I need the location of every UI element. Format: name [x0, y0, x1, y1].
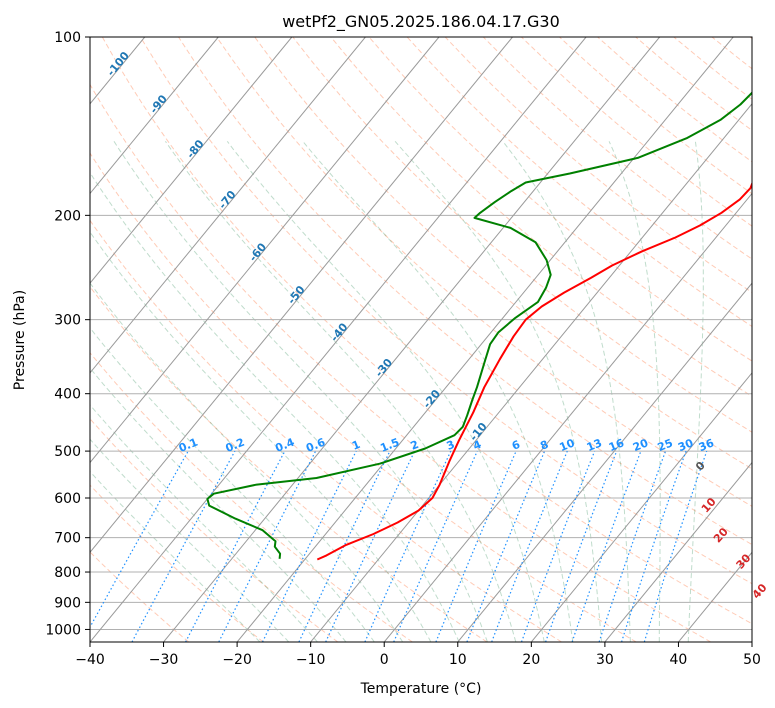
- y-axis-label: Pressure (hPa): [12, 290, 28, 390]
- isotherm-line: [383, 192, 752, 642]
- dry-adiabat: [406, 37, 752, 328]
- isotherm-line: [90, 37, 366, 374]
- mixing-ratio-label: 8: [538, 438, 550, 453]
- mixing-ratio-label: 36: [697, 436, 716, 454]
- isotherm-line: [163, 37, 661, 642]
- x-tick-label: −40: [75, 652, 105, 668]
- y-tick-label: 200: [54, 208, 81, 224]
- mixing-ratio-label: 3: [445, 438, 457, 453]
- dry-adiabat: [254, 37, 752, 470]
- x-tick-label: 40: [670, 652, 688, 668]
- mixing-ratio-line: [491, 450, 568, 642]
- dry-adiabat: [90, 83, 712, 642]
- mixing-ratio-line: [435, 450, 517, 642]
- mixing-ratio-line: [364, 450, 452, 642]
- y-tick-label: 900: [54, 595, 81, 611]
- mixing-ratio-line: [643, 450, 708, 642]
- dry-adiabat: [90, 484, 264, 642]
- mixing-ratio-lines: [90, 450, 708, 642]
- x-tick-label: 10: [449, 652, 467, 668]
- mixing-ratio-line: [571, 450, 642, 642]
- isotherm-line: [236, 37, 734, 642]
- mixing-ratio-line: [621, 450, 687, 642]
- dry-adiabat: [368, 37, 752, 362]
- mixing-ratio-label: 13: [585, 436, 604, 454]
- dry-adiabat: [444, 37, 752, 294]
- mixing-ratio-label: 1: [350, 438, 362, 453]
- x-tick-label: 0: [380, 652, 389, 668]
- y-tick-label: 800: [54, 565, 81, 581]
- mixing-ratio-label: 25: [656, 436, 675, 454]
- mixing-ratio-line: [393, 450, 478, 642]
- x-tick-label: −20: [222, 652, 252, 668]
- x-axis-label: Temperature (°C): [360, 681, 482, 697]
- isotherm-line: [310, 103, 752, 642]
- isotherm-line: [604, 461, 752, 642]
- mixing-ratio-label: 20: [631, 436, 650, 454]
- isotherm-line: [457, 282, 752, 642]
- mixing-ratio-line: [90, 450, 189, 629]
- x-tick-label: 20: [522, 652, 540, 668]
- mixing-ratio-label: 2: [409, 438, 421, 453]
- axes: −40 −30 −20 −10 0 10 20 30 40 50 100 200 300 400 500 60…: [45, 30, 761, 668]
- mixing-ratio-label: 16: [607, 436, 626, 454]
- mixing-ratio-line: [545, 450, 618, 642]
- y-tick-label: 300: [54, 313, 81, 329]
- mixing-ratio-line: [131, 450, 236, 642]
- dewpoint-profile-line: [206, 91, 752, 559]
- y-tick-label: 600: [54, 491, 81, 507]
- mixing-ratio-line: [218, 450, 317, 642]
- mixing-ratio-line: [598, 450, 667, 642]
- x-tick-label: 30: [596, 652, 614, 668]
- y-tick-label: 400: [54, 387, 81, 403]
- y-tick-label: 500: [54, 444, 81, 460]
- isotherm-line: [90, 37, 513, 554]
- pressure-gridlines: [90, 37, 752, 630]
- mixing-ratio-label: 30: [676, 436, 695, 454]
- isotherm-line: [90, 37, 293, 284]
- mixing-ratio-label: 10: [558, 436, 577, 454]
- dry-adiabat: [90, 152, 637, 642]
- dry-adiabat: [90, 286, 488, 642]
- x-tick-label: 50: [743, 652, 761, 668]
- isotherms: [90, 37, 752, 642]
- isotherm-line: [90, 37, 440, 464]
- chart-title: wetPf2_GN05.2025.186.04.17.G30: [282, 12, 560, 32]
- isotherm-line: [530, 372, 752, 642]
- mixing-ratio-line: [520, 450, 596, 642]
- dry-adiabat: [90, 551, 190, 642]
- dry-adiabat: [292, 37, 752, 433]
- mixing-ratio-line: [261, 450, 357, 642]
- y-tick-label: 1000: [45, 622, 81, 638]
- isotherm-line: [90, 37, 219, 195]
- dry-adiabat: [216, 37, 752, 507]
- x-tick-label: −10: [296, 652, 326, 668]
- y-tick-label: 700: [54, 531, 81, 547]
- profile-series: [206, 91, 752, 561]
- mixing-ratio-line: [466, 450, 546, 642]
- isotherm-line: [90, 37, 587, 642]
- dry-adiabat: [90, 418, 339, 642]
- dry-adiabat: [101, 37, 752, 625]
- dry-adiabat: [139, 37, 752, 585]
- plot-area: [90, 37, 752, 642]
- dry-adiabat: [90, 219, 562, 642]
- temperature-profile-line: [316, 181, 752, 561]
- y-tick-label: 100: [54, 30, 81, 46]
- x-tick-label: −30: [149, 652, 179, 668]
- plot-frame: [89, 36, 753, 643]
